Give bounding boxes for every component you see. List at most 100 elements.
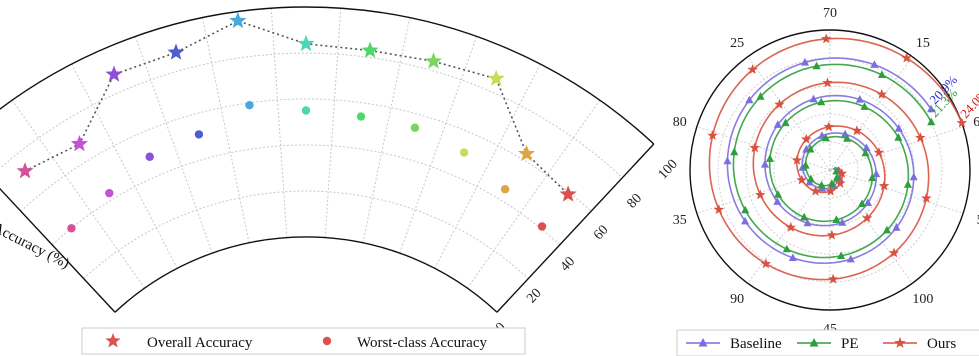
spiral-marker — [803, 218, 812, 227]
spiral-marker — [826, 229, 838, 240]
legend-label: Overall Accuracy — [147, 335, 253, 351]
radial-tick-label: 40 — [558, 254, 579, 274]
angular-tick-label: 25 — [730, 36, 744, 51]
spiral-marker — [909, 172, 918, 181]
spiral-marker — [806, 174, 815, 183]
overall-accuracy-point — [297, 34, 315, 52]
spiral-marker — [774, 98, 785, 109]
spiral-marker — [812, 61, 821, 70]
spiral-marker — [877, 70, 886, 78]
worst-class-point — [67, 224, 76, 233]
spiral-grid-spoke — [829, 169, 964, 214]
angular-tick-label: 35 — [673, 213, 687, 228]
spiral-marker — [894, 133, 903, 141]
spiral-marker — [836, 168, 848, 178]
spiral-marker — [745, 95, 754, 104]
spiral-legend: Baseline PE Ours — [676, 329, 979, 356]
spiral-marker — [894, 124, 903, 132]
spiral-marker — [747, 64, 758, 74]
spiral-marker — [806, 144, 815, 153]
spiral-marker — [862, 143, 871, 152]
spiral-marker — [903, 180, 912, 188]
spiral-marker — [863, 198, 872, 206]
spiral-marker — [868, 173, 877, 182]
spiral-marker — [956, 117, 968, 128]
spiral-marker — [872, 169, 881, 178]
spiral-marker — [809, 94, 818, 103]
spiral-marker — [791, 154, 803, 165]
worst-class-point — [194, 130, 204, 139]
overall-accuracy-point — [425, 52, 443, 69]
angular-tick-label: 60 — [973, 115, 979, 130]
legend-dot-icon — [322, 336, 332, 346]
spiral-grid-ring — [773, 113, 887, 227]
spiral-grid-spoke — [829, 169, 913, 284]
spiral-marker — [927, 117, 936, 126]
worst-class-point — [145, 152, 154, 161]
legend-marker — [809, 338, 819, 347]
spiral-marker — [723, 156, 732, 165]
radial-tick-label: 80 — [624, 191, 645, 211]
spiral-marker — [857, 199, 866, 207]
spiral-marker — [713, 204, 725, 215]
spiral-marker — [760, 159, 769, 168]
spiral-marker — [788, 253, 797, 261]
spiral-marker — [837, 251, 846, 259]
spiral-marker — [773, 197, 782, 205]
spiral-marker — [800, 212, 809, 221]
worst-class-point — [356, 112, 366, 121]
fan-left-edge — [0, 187, 116, 313]
spiral-marker — [707, 130, 718, 140]
spiral-marker — [781, 118, 790, 127]
spiral-marker — [810, 185, 821, 196]
spiral-marker — [835, 177, 846, 188]
overall-accuracy-point — [361, 41, 379, 58]
worst-class-point — [105, 188, 114, 198]
spiral-marker — [741, 216, 750, 225]
angular-tick-label: 15 — [916, 36, 930, 51]
spiral-marker — [801, 160, 810, 169]
spiral-marker — [730, 147, 739, 156]
radial-tick-label: 100 — [656, 157, 681, 183]
fan-right-edge — [496, 143, 655, 313]
spiral-marker — [832, 215, 841, 223]
spiral-marker — [921, 192, 932, 203]
spiral-marker — [833, 173, 842, 181]
spiral-marker — [782, 244, 791, 253]
spiral-marker — [882, 225, 891, 234]
spiral-marker — [915, 132, 926, 143]
overall-accuracy-point — [229, 11, 247, 29]
fan-grid-arc — [20, 98, 592, 212]
legend-label: Worst-class Accuracy — [357, 335, 487, 351]
spiral-marker — [901, 52, 912, 63]
spiral-marker — [765, 154, 774, 162]
fan-grid-arc — [83, 190, 529, 279]
spiral-marker — [755, 189, 766, 200]
overall-accuracy-point — [487, 69, 505, 86]
spiral-grid-ring — [717, 57, 943, 283]
fan-outer-arc — [0, 6, 655, 145]
fan-legend-box — [81, 327, 526, 355]
spiral-marker — [801, 133, 812, 144]
spiral-marker — [851, 125, 863, 136]
spiral-marker — [756, 92, 765, 100]
spiral-marker — [741, 205, 750, 214]
overall-accuracy-point — [105, 65, 123, 82]
overall-accuracy-point — [167, 43, 185, 60]
angular-tick-label: 80 — [673, 115, 687, 130]
spiral-chart: 7015605100459035802520.9%21.3%24.0% — [673, 6, 979, 337]
overall-accuracy-point — [70, 135, 88, 152]
spiral-marker — [827, 179, 836, 187]
spiral-marker — [873, 147, 885, 157]
fan-legend: Overall Accuracy Worst-class Accuracy — [81, 327, 526, 355]
worst-class-point — [459, 148, 469, 157]
legend-label: Baseline — [730, 336, 782, 352]
spiral-marker — [846, 254, 855, 263]
worst-class-point — [500, 185, 510, 194]
worst-class-point — [537, 222, 547, 231]
spiral-marker — [817, 97, 826, 106]
worst-class-point — [301, 106, 311, 115]
angular-tick-label: 100 — [912, 292, 933, 307]
fan-inner-arc — [114, 236, 498, 313]
